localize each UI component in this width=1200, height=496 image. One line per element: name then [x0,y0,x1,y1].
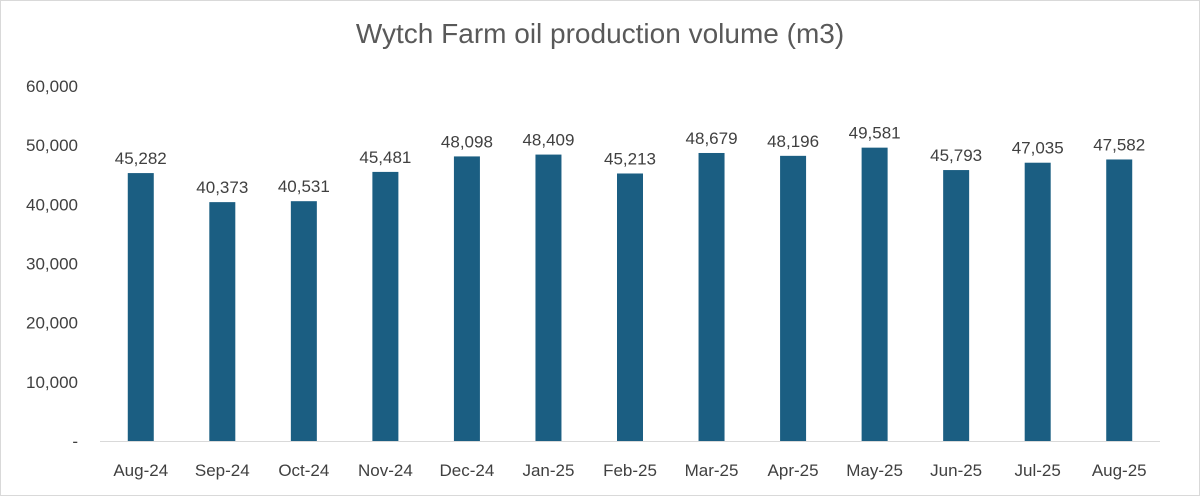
bar [372,171,399,441]
bar [1024,162,1051,441]
y-tick-label: 40,000 [26,195,78,214]
x-tick-label: Dec-24 [440,461,495,480]
x-tick-label: Jul-25 [1015,461,1061,480]
data-labels: 45,282 40,373 40,531 45,481 48,098 48,409 45,2… [115,124,1145,197]
bar [780,155,807,441]
x-tick-label: Jan-25 [522,461,574,480]
x-tick-label: Mar-25 [685,461,739,480]
data-label: 47,582 [1093,135,1145,154]
data-label: 45,282 [115,149,167,168]
x-tick-label: Apr-25 [768,461,819,480]
y-tick-label: - [72,432,78,451]
data-label: 48,196 [767,132,819,151]
data-label: 48,098 [441,132,493,151]
y-tick-label: 50,000 [26,136,78,155]
bar [453,156,480,441]
y-tick-label: 20,000 [26,314,78,333]
bar [1106,159,1133,442]
bar [617,173,643,441]
data-label: 48,409 [522,131,574,150]
x-tick-label: Nov-24 [358,461,413,480]
data-label: 45,481 [359,148,411,167]
bars [127,147,1133,442]
bar [535,154,562,441]
data-label: 48,679 [686,129,738,148]
data-label: 40,531 [278,177,330,196]
chart-title: Wytch Farm oil production volume (m3) [355,18,845,49]
bar [290,201,317,441]
data-label: 45,793 [930,146,982,165]
y-tick-label: 10,000 [26,373,78,392]
data-label: 40,373 [196,178,248,197]
x-tick-label: May-25 [846,461,903,480]
x-tick-label: Sep-24 [195,461,250,480]
data-label: 45,213 [604,149,656,168]
data-label: 47,035 [1012,139,1064,158]
bar [209,202,236,441]
bar [127,173,154,442]
x-tick-label: Oct-24 [278,461,329,480]
x-tick-label: Aug-25 [1092,461,1147,480]
y-axis-labels: - 10,000 20,000 30,000 40,000 50,000 60,000 [26,77,78,451]
x-axis-labels: Aug-24 Sep-24 Oct-24 Nov-24 Dec-24 Jan-25 Feb-… [113,461,1146,480]
bar [943,170,970,441]
bar [861,147,888,441]
x-tick-label: Feb-25 [603,461,657,480]
x-tick-label: Aug-24 [113,461,168,480]
y-tick-label: 30,000 [26,255,78,274]
y-tick-label: 60,000 [26,77,78,96]
x-tick-label: Jun-25 [930,461,982,480]
bar [698,152,725,441]
data-label: 49,581 [849,124,901,143]
